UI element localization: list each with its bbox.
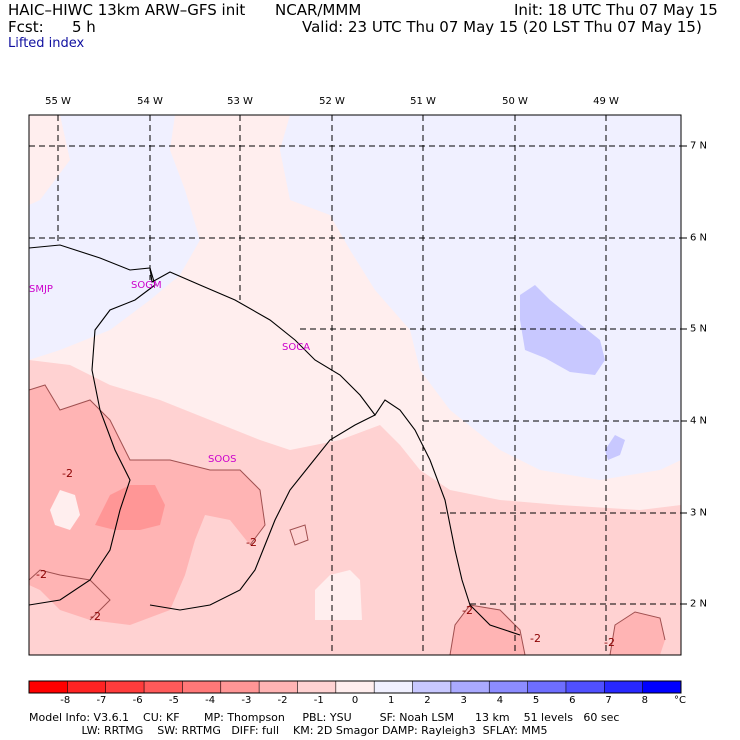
colorbar-label: -8 bbox=[60, 695, 71, 706]
lat-label: 3 N bbox=[690, 507, 708, 519]
field-name: Lifted index bbox=[8, 36, 85, 51]
lon-label: 52 W bbox=[319, 96, 345, 107]
field-band-plus1 bbox=[520, 285, 605, 375]
colorbar-label: -7 bbox=[96, 695, 107, 706]
colorbar-swatch bbox=[642, 681, 682, 693]
colorbar-label: 3 bbox=[460, 695, 467, 706]
colorbar-swatch bbox=[29, 681, 68, 693]
map-frame bbox=[28, 114, 682, 656]
lon-label: 50 W bbox=[502, 96, 528, 107]
colorbar-swatch bbox=[604, 681, 644, 693]
init-time: Init: 18 UTC Thu 07 May 15 bbox=[514, 1, 718, 19]
lon-label: 54 W bbox=[137, 96, 163, 107]
colorbar-label: -6 bbox=[132, 695, 143, 706]
colorbar-label: -3 bbox=[241, 695, 252, 706]
field-band-minus1b bbox=[29, 115, 70, 205]
colorbar-unit: °C bbox=[674, 695, 686, 706]
field-band-minus4 bbox=[95, 485, 165, 530]
colorbar-swatch bbox=[105, 681, 145, 693]
forecast-hour: 5 h bbox=[72, 18, 96, 36]
colorbar-swatch bbox=[182, 681, 222, 693]
colorbar-swatch bbox=[527, 681, 567, 693]
colorbar-label: 6 bbox=[569, 695, 576, 706]
lat-ticks bbox=[681, 145, 687, 605]
colorbar-swatch bbox=[565, 681, 605, 693]
contour-lines bbox=[29, 384, 666, 655]
field-band-minus2 bbox=[29, 360, 681, 655]
colorbar-swatch bbox=[374, 681, 414, 693]
model-info-line1: Model Info: V3.6.1 CU: KF MP: Thompson P… bbox=[29, 711, 620, 724]
model-title: HAIC–HIWC 13km ARW–GFS init bbox=[8, 1, 246, 19]
lon-label: 53 W bbox=[227, 96, 253, 107]
colorbar-swatch bbox=[335, 681, 375, 693]
colorbar-label: 7 bbox=[605, 695, 612, 706]
colorbar-swatch bbox=[144, 681, 183, 693]
field-band-plus1b bbox=[605, 435, 625, 460]
station-label: SOOS bbox=[208, 454, 236, 465]
station-label: SOGM bbox=[131, 280, 162, 291]
colorbar-label: -2 bbox=[277, 695, 288, 706]
colorbar-label: 0 bbox=[351, 695, 359, 706]
lat-label: 7 N bbox=[690, 140, 708, 152]
station-label: SMJP bbox=[29, 284, 53, 295]
center-label: NCAR/MMM bbox=[275, 1, 362, 19]
lon-label: 49 W bbox=[593, 96, 619, 107]
colorbar-swatch bbox=[259, 681, 298, 693]
valid-time: Valid: 23 UTC Thu 07 May 15 (20 LST Thu … bbox=[302, 18, 702, 36]
station-label: SOCA bbox=[282, 342, 310, 353]
field-band-minus3b bbox=[450, 605, 525, 655]
lon-label: 51 W bbox=[410, 96, 436, 107]
contour-label: -2 bbox=[36, 568, 47, 581]
colorbar-label: 1 bbox=[388, 695, 395, 706]
colorbar-swatch bbox=[450, 681, 490, 693]
colorbar-swatch bbox=[297, 681, 337, 693]
field-band-minus3c bbox=[610, 612, 665, 655]
colorbar-swatch bbox=[489, 681, 529, 693]
forecast-label: Fcst: bbox=[8, 18, 44, 36]
colorbar-label: -1 bbox=[313, 695, 324, 706]
contour-label: -2 bbox=[246, 536, 257, 549]
contour-label: -2 bbox=[90, 610, 101, 623]
colorbar bbox=[29, 681, 682, 693]
colorbar-label: 5 bbox=[532, 695, 540, 706]
colorbar-label: 4 bbox=[496, 695, 504, 706]
colorbar-swatch bbox=[412, 681, 452, 693]
field-gap-b bbox=[50, 490, 80, 530]
model-info-line2: LW: RRTMG SW: RRTMG DIFF: full KM: 2D Sm… bbox=[29, 724, 548, 737]
contour-label: -2 bbox=[62, 467, 73, 480]
lat-label: 5 N bbox=[690, 323, 708, 335]
contour-label: -2 bbox=[530, 632, 541, 645]
contour-label: -2 bbox=[462, 604, 473, 617]
colorbar-frame bbox=[28, 680, 682, 694]
grid bbox=[29, 115, 681, 655]
colorbar-label: -4 bbox=[205, 695, 216, 706]
lat-label: 2 N bbox=[690, 598, 708, 610]
colorbar-swatch bbox=[220, 681, 260, 693]
lat-label: 4 N bbox=[690, 415, 708, 427]
colorbar-label: 8 bbox=[641, 695, 648, 706]
contour-label: -2 bbox=[604, 636, 615, 649]
lat-label: 6 N bbox=[690, 232, 708, 244]
colorbar-label: -5 bbox=[168, 695, 179, 706]
lon-label: 55 W bbox=[45, 96, 71, 107]
colorbar-label: 2 bbox=[424, 695, 431, 706]
field-gap bbox=[315, 570, 362, 620]
colorbar-swatch bbox=[67, 681, 107, 693]
